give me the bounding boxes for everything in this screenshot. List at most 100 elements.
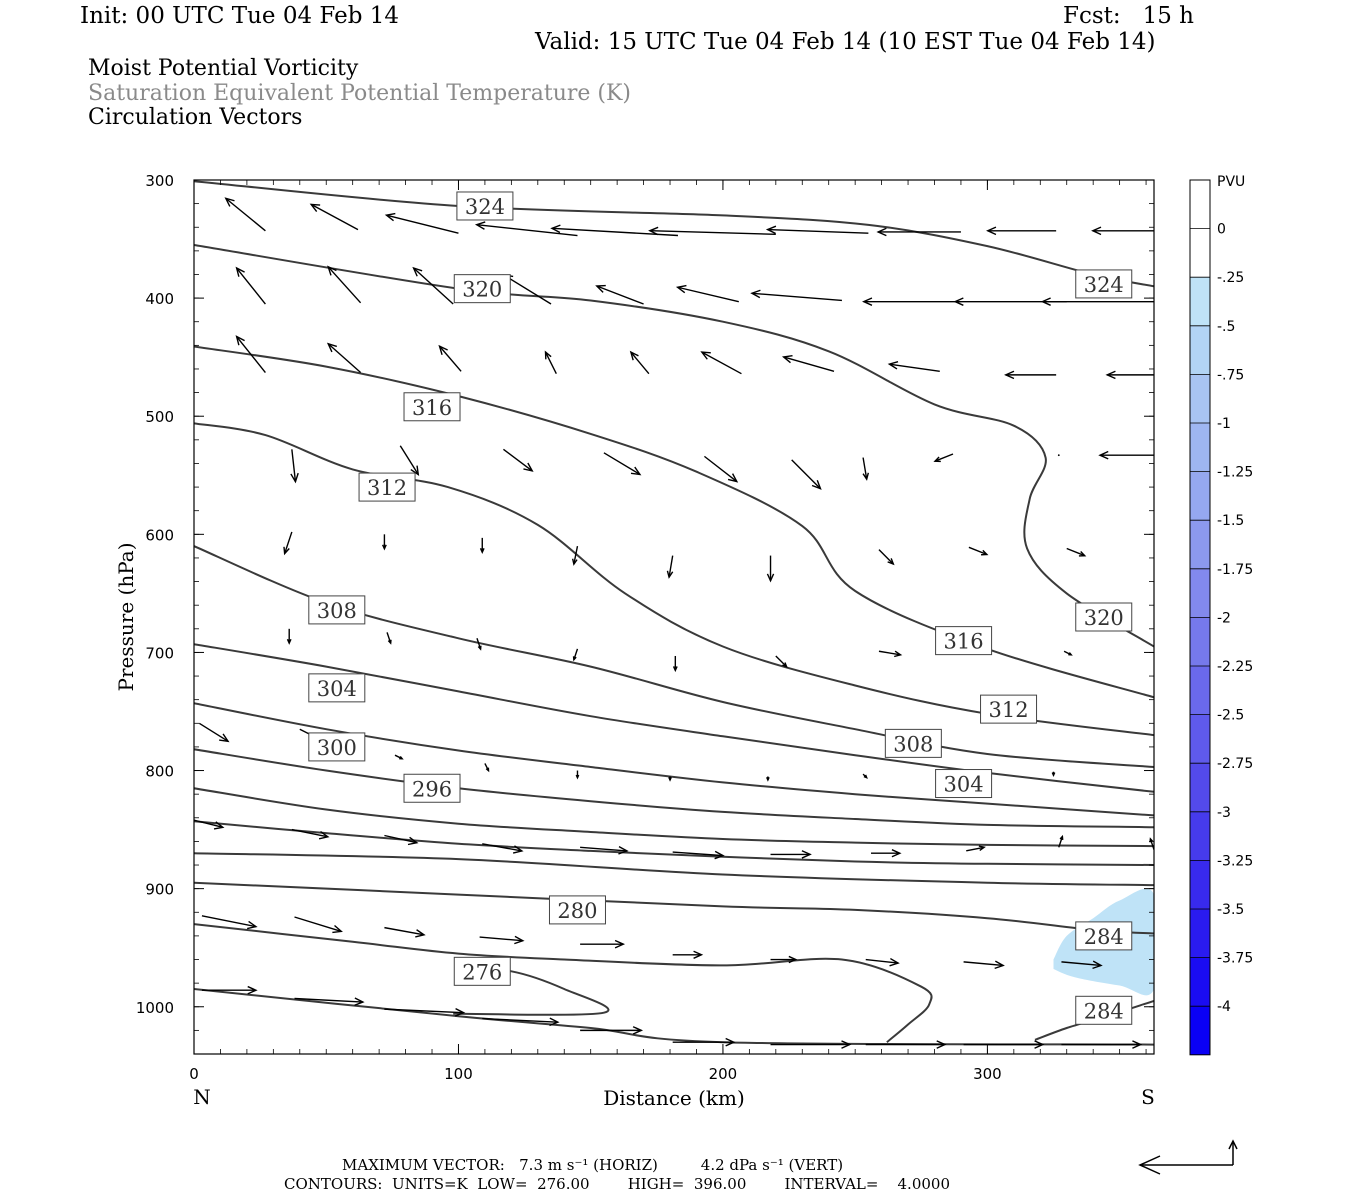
colorbar-label: -3.5 [1217,902,1244,918]
circulation-vector [286,628,292,645]
colorbar-swatch [1190,957,1210,1007]
circulation-vector [966,845,986,852]
circulation-vector [666,555,674,579]
svg-text:312: 312 [367,476,407,500]
circulation-vector [326,342,362,374]
svg-text:300: 300 [317,736,357,760]
y-axis-title: Pressure (hPa) [114,543,138,692]
circulation-vector [648,226,776,236]
x-tick-label: 100 [444,1065,473,1083]
svg-text:276: 276 [462,960,502,984]
circulation-vector [1057,454,1060,457]
svg-text:304: 304 [944,773,984,797]
contour-label: 304 [935,769,993,799]
circulation-vector [1061,1040,1143,1049]
circulation-vector [580,1026,644,1035]
circulation-vector [1004,370,1057,380]
field-title-theta: Saturation Equivalent Potential Temperat… [88,81,631,106]
contour-label: 312 [980,694,1038,724]
contour-line-312 [194,422,1154,737]
svg-text:324: 324 [465,195,505,219]
circulation-vector [703,455,739,483]
contour-label: 304 [308,673,366,703]
circulation-vector [766,776,770,782]
contour-label: 284 [1075,921,1133,951]
contour-label: 324 [1075,269,1133,299]
y-tick-label: 1000 [136,999,174,1017]
circulation-vector [484,763,490,773]
circulation-vector [1091,226,1154,236]
circulation-vector [668,776,672,782]
contour-label: 312 [358,472,416,502]
x-tick-label: 200 [709,1065,738,1083]
circulation-vector [862,297,961,306]
svg-text:316: 316 [944,630,984,654]
colorbar-swatch [1190,666,1210,715]
y-tick-label: 600 [145,526,174,544]
circulation-vector [862,457,870,481]
circulation-vector [571,545,579,566]
contour-label: 316 [403,392,461,422]
svg-text:308: 308 [317,599,357,623]
circulation-vector [887,360,940,373]
contour-label: 308 [308,595,366,625]
circulation-vector [862,773,868,779]
circulation-vector [482,843,524,854]
colorbar-swatch [1190,423,1210,472]
colorbar-label: 0 [1217,222,1226,238]
circulation-vector [575,770,580,780]
circulation-vector [482,1017,560,1027]
field-title-pv: Moist Potential Vorticity [88,56,359,81]
svg-text:320: 320 [462,278,502,302]
circulation-vector [201,985,258,995]
circulation-vector [1066,547,1087,557]
circulation-vector [382,534,387,551]
x-axis-title: Distance (km) [603,1086,745,1110]
circulation-vector [791,459,822,490]
colorbar-label: -.75 [1217,367,1244,383]
svg-text:284: 284 [1084,999,1124,1023]
circulation-vector [198,722,230,743]
circulation-vector [871,849,902,858]
circulation-vector [629,350,650,375]
circulation-vector [235,266,266,305]
contour-label: 316 [935,626,993,656]
circulation-vector [700,351,742,375]
contour-line-316 [194,345,1154,699]
circulation-vector [384,926,426,938]
contour-label: 284 [1075,995,1133,1025]
colorbar-label: -2.5 [1217,708,1244,724]
colorbar-swatch [1190,520,1210,569]
colorbar-label: -2 [1217,610,1231,626]
circulation-vector [194,819,225,830]
circulation-vector [476,638,482,651]
x-end-label-south: S [1141,1085,1155,1109]
contour-label: 276 [453,956,511,986]
circulation-vector [384,834,419,846]
colorbar-swatch [1190,811,1210,861]
contour-label: 320 [453,274,511,304]
circulation-vector [672,655,678,673]
circulation-vector [384,1008,466,1017]
contour-label: 308 [884,728,942,758]
valid-time: Valid: 15 UTC Tue 04 Feb 14 (10 EST Tue … [535,29,1156,55]
svg-text:312: 312 [988,698,1028,722]
svg-text:284: 284 [1084,925,1124,949]
circulation-vector [1063,650,1073,656]
contour-label: 300 [308,732,366,762]
circulation-vector [1061,960,1103,970]
circulation-vector [963,960,1005,970]
circulation-vector [224,197,266,232]
colorbar-swatch [1190,617,1210,666]
circulation-vector [775,655,788,668]
svg-text:280: 280 [557,899,597,923]
colorbar-label: -1.75 [1217,562,1253,578]
svg-text:304: 304 [317,677,357,701]
circulation-vector [1098,450,1154,460]
circulation-vector [1040,297,1154,306]
svg-text:320: 320 [1084,606,1124,630]
circulation-vector [412,266,454,305]
circulation-vector [294,997,365,1006]
circulation-vector [765,225,869,235]
contour-line-272 [194,988,1154,1046]
